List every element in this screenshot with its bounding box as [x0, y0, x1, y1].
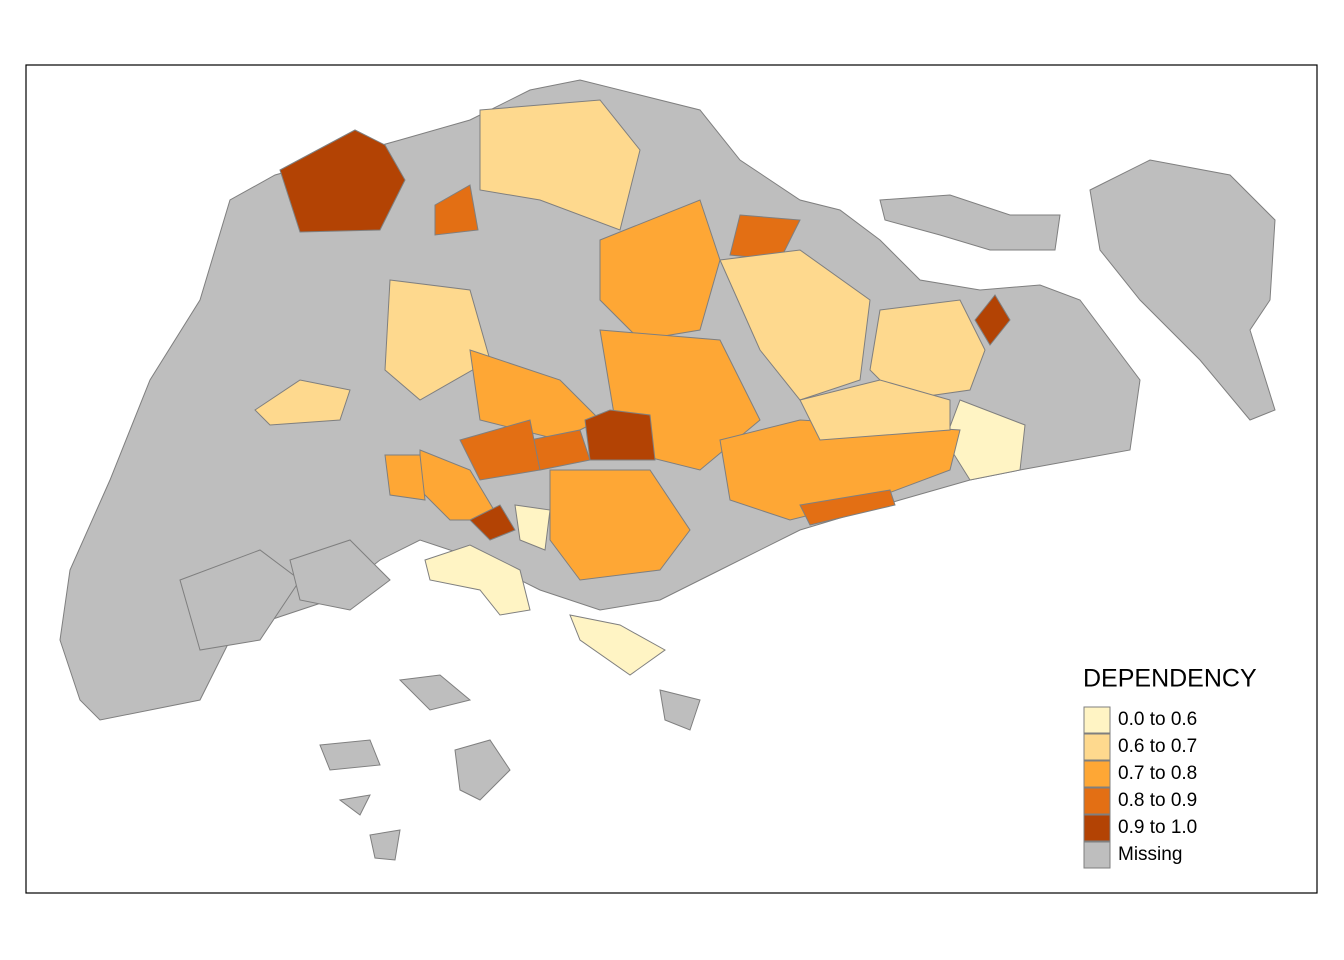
- island: [338, 794, 371, 816]
- legend-label: 0.6 to 0.7: [1118, 736, 1197, 757]
- legend-swatch: [1083, 814, 1111, 842]
- legend-title: DEPENDENCY: [1083, 665, 1257, 693]
- region: [569, 614, 666, 676]
- legend-label: 0.8 to 0.9: [1118, 790, 1197, 811]
- region: [514, 504, 551, 551]
- legend-swatch: [1083, 706, 1111, 734]
- region: [469, 504, 516, 541]
- region: [869, 299, 986, 401]
- region: [459, 419, 541, 481]
- island: [369, 829, 401, 861]
- legend-swatch: [1083, 760, 1111, 788]
- island: [659, 689, 701, 731]
- island: [289, 539, 391, 611]
- region: [279, 129, 406, 233]
- region: [424, 544, 531, 616]
- region: [799, 379, 951, 441]
- island: [879, 194, 1061, 251]
- region: [479, 99, 641, 231]
- region: [719, 249, 871, 401]
- region: [584, 409, 656, 461]
- island: [398, 674, 472, 711]
- legend-label: 0.0 to 0.6: [1118, 709, 1197, 730]
- region: [549, 469, 691, 581]
- legend-swatch: [1083, 733, 1111, 761]
- island: [1089, 159, 1276, 421]
- legend-swatch: [1083, 787, 1111, 815]
- region: [799, 489, 896, 526]
- regions: [254, 99, 1026, 676]
- island: [319, 739, 381, 771]
- region: [254, 379, 351, 426]
- legend-label: 0.7 to 0.8: [1118, 763, 1197, 784]
- legend-label: 0.9 to 1.0: [1118, 817, 1197, 838]
- region: [599, 199, 721, 341]
- legend: DEPENDENCY 0.0 to 0.6 0.6 to 0.7 0.7 to 0.…: [1083, 665, 1257, 869]
- map: [59, 79, 1276, 861]
- legend-swatch: [1083, 841, 1111, 869]
- region: [974, 294, 1011, 346]
- region: [384, 454, 426, 501]
- legend-label: Missing: [1118, 844, 1182, 865]
- island: [454, 739, 511, 801]
- region: [384, 279, 491, 401]
- island: [179, 549, 301, 651]
- region: [434, 184, 479, 236]
